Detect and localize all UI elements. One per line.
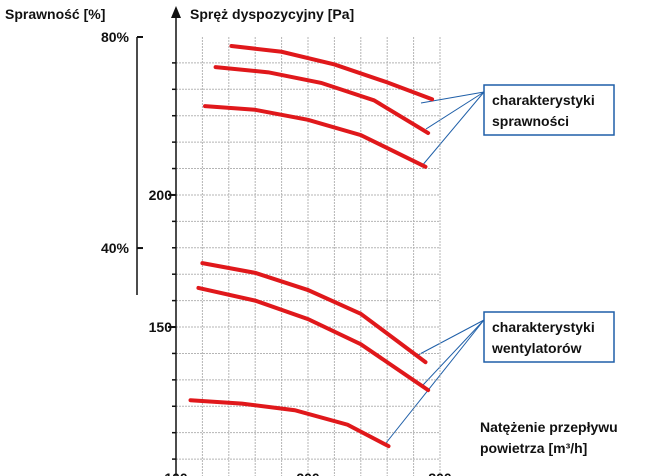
x-title: powietrza [m³/h] bbox=[480, 440, 587, 456]
y-title: Sprawność [%] bbox=[5, 6, 105, 22]
series-line bbox=[213, 65, 431, 136]
callout-line bbox=[422, 319, 485, 386]
callout-line bbox=[420, 91, 485, 168]
y2-title: Spręż dyspozycyjny [Pa] bbox=[190, 6, 354, 22]
callout-line bbox=[385, 319, 485, 444]
x-title: Natężenie przepływu bbox=[480, 419, 618, 435]
y2-tick-label: 150 bbox=[149, 319, 173, 335]
callout-line bbox=[417, 319, 485, 356]
annotation: wentylatorów bbox=[491, 340, 582, 356]
y-tick-label: 40% bbox=[101, 240, 130, 256]
x-tick-label: 100 bbox=[164, 470, 188, 476]
series-line bbox=[203, 104, 428, 169]
annotation: charakterystyki bbox=[492, 319, 595, 335]
y-tick-label: 80% bbox=[101, 29, 130, 45]
y2-tick-label: 200 bbox=[149, 187, 173, 203]
annotation-box bbox=[483, 311, 615, 363]
callout-lines bbox=[385, 91, 485, 444]
x-tick-label: 200 bbox=[296, 470, 320, 476]
series-line bbox=[200, 261, 428, 365]
series-line bbox=[188, 398, 391, 449]
annotation-box bbox=[483, 84, 615, 136]
series-line bbox=[196, 285, 431, 393]
x-tick-label: 300 bbox=[428, 470, 452, 476]
annotation: charakterystyki bbox=[492, 92, 595, 108]
annotation: sprawności bbox=[492, 113, 569, 129]
axis-arrow bbox=[171, 6, 181, 18]
callout-line bbox=[425, 91, 485, 130]
series-line bbox=[229, 43, 435, 102]
